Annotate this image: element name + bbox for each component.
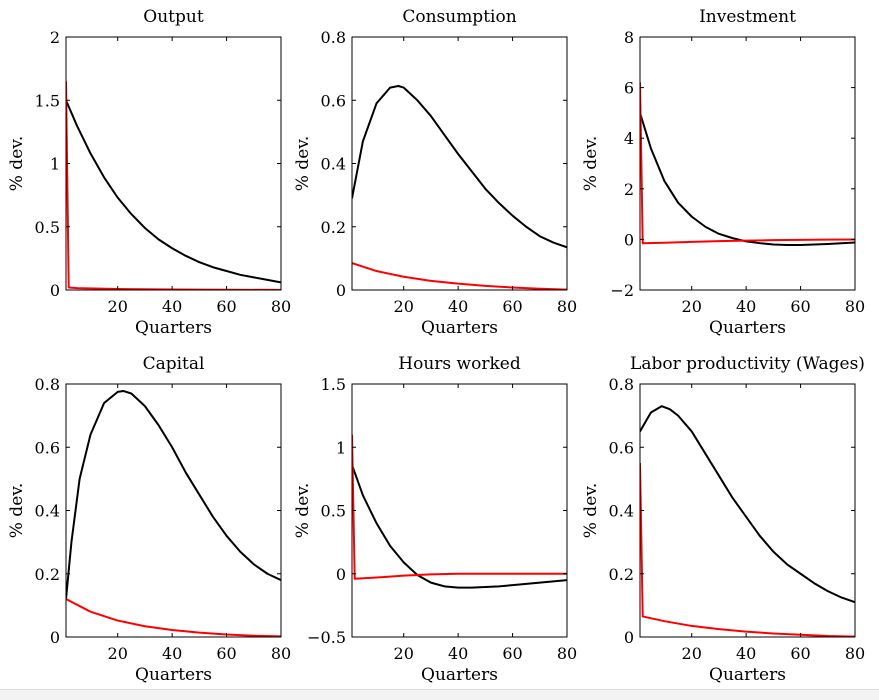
chart-panel-4: 20 40 60 80 0 0.2 0.4 0.6 0.8 Capital Quarters % de… <box>7 354 291 685</box>
y-tick-label: 1 <box>336 438 346 457</box>
axes-box <box>351 383 568 638</box>
panel-title: Labor productivity (Wages) <box>630 354 865 374</box>
y-axis-label: % dev. <box>293 136 313 192</box>
axes-box <box>351 36 568 291</box>
chart-panel-2: 20 40 60 80 0 0.2 0.4 0.6 0.8 Consumption Quarters… <box>293 7 577 338</box>
panel-title: Capital <box>143 354 205 374</box>
x-tick-label: 40 <box>162 644 182 663</box>
chart-panel-3: 20 40 60 80 −2 0 2 4 6 8 Investment Quarters % dev. <box>581 7 865 338</box>
x-tick-label: 80 <box>557 644 577 663</box>
y-tick-label: 0.4 <box>321 155 346 174</box>
x-axis-label: Quarters <box>135 665 212 685</box>
y-tick-label: 6 <box>624 79 634 98</box>
alternative-series-line <box>640 82 855 245</box>
x-axis-label: Quarters <box>421 318 498 338</box>
x-axis-label: Quarters <box>709 665 786 685</box>
x-tick-label: 80 <box>271 297 291 316</box>
y-tick-label: 0.6 <box>35 438 60 457</box>
x-axis-label: Quarters <box>421 665 498 685</box>
x-tick-label: 20 <box>682 297 702 316</box>
axes-box <box>639 383 856 638</box>
x-tick-label: 60 <box>216 297 236 316</box>
x-tick-label: 80 <box>845 297 865 316</box>
x-tick-label: 40 <box>448 644 468 663</box>
y-tick-label: 0 <box>336 281 346 300</box>
bottom-strip <box>0 689 879 700</box>
axes-box <box>639 36 856 291</box>
y-tick-label: 1 <box>50 155 60 174</box>
y-tick-label: 1.5 <box>321 375 346 394</box>
panel-title: Investment <box>699 7 796 27</box>
baseline-series-line <box>640 405 855 604</box>
y-tick-label: 0 <box>336 565 346 584</box>
x-tick-label: 20 <box>108 297 128 316</box>
y-tick-label: 0.5 <box>321 502 346 521</box>
y-tick-label: 0.6 <box>609 438 634 457</box>
x-tick-label: 80 <box>845 644 865 663</box>
alternative-series-line <box>352 262 567 290</box>
y-axis-label: % dev. <box>293 483 313 539</box>
y-tick-label: 0.8 <box>609 375 634 394</box>
x-tick-label: 40 <box>736 644 756 663</box>
x-tick-label: 60 <box>790 297 810 316</box>
x-axis-label: Quarters <box>709 318 786 338</box>
y-tick-label: 0 <box>50 281 60 300</box>
y-axis-label: % dev. <box>581 136 601 192</box>
baseline-series-line <box>640 112 855 246</box>
baseline-series-line <box>352 464 567 589</box>
y-tick-label: 0.4 <box>35 502 60 521</box>
y-tick-label: 0 <box>624 230 634 249</box>
x-tick-label: 40 <box>162 297 182 316</box>
chart-panel-5: 20 40 60 80 −0.5 0 0.5 1 1.5 Hours worked Quarters… <box>293 354 577 685</box>
x-axis-label: Quarters <box>135 318 212 338</box>
y-axis-label: % dev. <box>7 136 27 192</box>
x-tick-label: 40 <box>736 297 756 316</box>
x-tick-label: 60 <box>790 644 810 663</box>
y-tick-label: 8 <box>624 28 634 47</box>
x-tick-label: 80 <box>271 644 291 663</box>
panel-title: Output <box>143 7 204 27</box>
alternative-series-line <box>66 598 281 637</box>
baseline-series-line <box>352 85 567 249</box>
y-tick-label: −0.5 <box>307 628 346 647</box>
x-tick-label: 60 <box>216 644 236 663</box>
x-tick-label: 40 <box>448 297 468 316</box>
y-tick-label: 2 <box>50 28 60 47</box>
y-axis-label: % dev. <box>581 483 601 539</box>
y-tick-label: −2 <box>610 281 634 300</box>
chart-panel-1: 20 40 60 80 0 0.5 1 1.5 2 Output Quarters % dev. <box>7 7 291 338</box>
y-tick-label: 0 <box>50 628 60 647</box>
x-tick-label: 20 <box>394 644 414 663</box>
y-tick-label: 0.2 <box>609 565 634 584</box>
x-tick-label: 20 <box>682 644 702 663</box>
panel-title: Hours worked <box>398 354 521 374</box>
x-tick-label: 60 <box>502 297 522 316</box>
x-tick-label: 20 <box>108 644 128 663</box>
alternative-series-line <box>640 463 855 637</box>
alternative-series-line <box>66 81 281 290</box>
x-tick-label: 80 <box>557 297 577 316</box>
y-tick-label: 0.8 <box>321 28 346 47</box>
y-tick-label: 0.8 <box>35 375 60 394</box>
x-tick-label: 20 <box>394 297 414 316</box>
alternative-series-line <box>352 434 567 580</box>
x-tick-label: 60 <box>502 644 522 663</box>
axes-box <box>65 36 282 291</box>
y-tick-label: 2 <box>624 180 634 199</box>
panel-title: Consumption <box>402 7 516 27</box>
y-tick-label: 0.5 <box>35 218 60 237</box>
baseline-series-line <box>66 99 281 284</box>
y-tick-label: 0.6 <box>321 91 346 110</box>
axes-box <box>65 383 282 638</box>
y-axis-label: % dev. <box>7 483 27 539</box>
y-tick-label: 4 <box>624 129 634 148</box>
baseline-series-line <box>66 389 281 600</box>
y-tick-label: 1.5 <box>35 91 60 110</box>
y-tick-label: 0 <box>624 628 634 647</box>
y-tick-label: 0.2 <box>35 565 60 584</box>
y-tick-label: 0.2 <box>321 218 346 237</box>
y-tick-label: 0.4 <box>609 502 634 521</box>
